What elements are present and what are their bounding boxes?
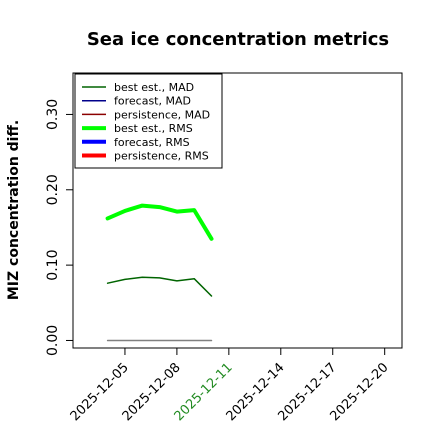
y-tick-label: 0.30	[45, 99, 61, 130]
y-tick-label: 0.20	[45, 174, 61, 205]
y-tick-label: 0.10	[45, 250, 61, 281]
legend-label: forecast, MAD	[114, 95, 191, 108]
legend-box	[74, 73, 223, 169]
y-axis-label: MIZ concentration diff.	[6, 120, 22, 300]
legend-label: persistence, MAD	[114, 108, 210, 121]
plot-frame	[72, 72, 403, 349]
series-layer	[105, 203, 214, 342]
series-line	[106, 276, 213, 297]
chart-title: Sea ice concentration metrics	[87, 29, 389, 50]
series-line	[105, 203, 214, 241]
y-tick-label: 0.00	[45, 325, 61, 356]
legend-label: best est., MAD	[114, 81, 194, 94]
legend-label: persistence, RMS	[114, 150, 209, 163]
legend-label: best est., RMS	[114, 122, 193, 135]
legend-label: forecast, RMS	[114, 136, 190, 149]
